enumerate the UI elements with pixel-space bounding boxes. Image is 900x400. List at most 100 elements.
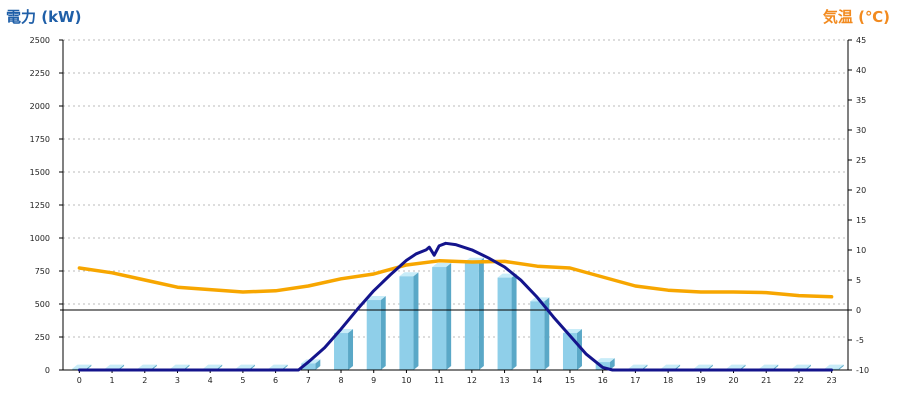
left-tick-label: 1250	[30, 201, 50, 210]
right-tick-label: 25	[856, 156, 866, 165]
bar-side	[348, 329, 354, 370]
line-series	[77, 241, 834, 372]
bar-top	[661, 364, 681, 369]
bar-side	[478, 257, 484, 370]
left-tick-label: 250	[35, 333, 50, 342]
grid-lines	[63, 39, 848, 338]
x-tick-label: 16	[598, 376, 608, 385]
left-tick-label: 0	[45, 366, 50, 375]
bar-top	[235, 364, 255, 369]
bar-top	[366, 296, 386, 301]
left-tick-label: 2500	[30, 36, 50, 45]
right-tick-label: 10	[856, 246, 866, 255]
right-tick-label: 20	[856, 186, 866, 195]
bar-front	[399, 276, 414, 370]
x-tick-label: 14	[532, 376, 542, 385]
bar-top	[824, 364, 844, 369]
bar-series	[72, 257, 844, 370]
right-tick-label: 30	[856, 126, 866, 135]
x-tick-label: 9	[371, 376, 376, 385]
right-tick-label: 40	[856, 66, 866, 75]
bar-side	[380, 296, 386, 370]
bar-top	[137, 364, 157, 369]
x-tick-label: 20	[728, 376, 738, 385]
bar-top	[693, 364, 713, 369]
bar-top	[432, 263, 452, 268]
x-tick-label: 19	[696, 376, 706, 385]
bar-9	[366, 296, 386, 370]
bar-front	[464, 261, 479, 370]
bar-top	[628, 364, 648, 369]
bar-front	[432, 267, 447, 370]
bar-front	[366, 300, 381, 370]
x-tick-label: 7	[306, 376, 311, 385]
right-tick-label: 15	[856, 216, 866, 225]
bar-top	[595, 358, 615, 363]
x-tick-label: 0	[77, 376, 82, 385]
bar-top	[791, 364, 811, 369]
x-tick-label: 15	[565, 376, 575, 385]
x-tick-label: 22	[794, 376, 804, 385]
right-tick-label: -5	[856, 336, 864, 345]
bar-top	[399, 272, 419, 277]
x-tick-label: 5	[240, 376, 245, 385]
bar-top	[203, 364, 223, 369]
bar-11	[432, 263, 452, 370]
left-tick-label: 2250	[30, 69, 50, 78]
x-tick-label: 3	[175, 376, 180, 385]
bar-top	[170, 364, 190, 369]
right-axis-title: 気温 (℃)	[822, 8, 890, 26]
right-tick-label: -10	[856, 366, 869, 375]
bar-front	[334, 333, 349, 370]
bar-12	[464, 257, 484, 370]
x-tick-label: 21	[761, 376, 771, 385]
x-tick-label: 6	[273, 376, 278, 385]
left-tick-label: 1500	[30, 168, 50, 177]
bar-top	[268, 364, 288, 369]
x-tick-label: 8	[338, 376, 343, 385]
x-tick-label: 11	[434, 376, 444, 385]
x-tick-label: 18	[663, 376, 673, 385]
bar-side	[838, 364, 844, 370]
bar-side	[576, 329, 582, 370]
x-tick-label: 4	[208, 376, 213, 385]
bar-side	[446, 263, 452, 370]
bar-front	[301, 363, 316, 370]
x-tick-label: 1	[110, 376, 115, 385]
x-tick-label: 12	[467, 376, 477, 385]
bar-side	[315, 359, 321, 370]
tick-labels: 02505007501000125015001750200022502500-1…	[30, 36, 869, 385]
left-tick-label: 2000	[30, 102, 50, 111]
x-tick-label: 13	[499, 376, 509, 385]
bar-top	[72, 364, 92, 369]
bar-side	[413, 272, 419, 370]
bar-13	[497, 273, 517, 370]
x-tick-label: 10	[401, 376, 411, 385]
bar-side	[609, 358, 615, 370]
bar-14	[530, 297, 550, 370]
bar-side	[511, 273, 517, 370]
bar-top	[726, 364, 746, 369]
axes	[59, 39, 852, 373]
bar-top	[105, 364, 125, 369]
right-tick-label: 5	[856, 276, 861, 285]
bar-front	[530, 301, 545, 370]
right-tick-label: 0	[856, 306, 861, 315]
x-tick-label: 23	[827, 376, 837, 385]
left-tick-label: 1750	[30, 135, 50, 144]
bar-15	[562, 329, 582, 370]
bar-front	[562, 333, 577, 370]
right-tick-label: 35	[856, 96, 866, 105]
left-axis-title: 電力 (kW)	[6, 8, 82, 26]
left-tick-label: 750	[35, 267, 50, 276]
bar-10	[399, 272, 419, 370]
temperature-line	[77, 259, 834, 299]
bar-front	[497, 277, 512, 370]
left-tick-label: 500	[35, 300, 50, 309]
right-tick-label: 45	[856, 36, 866, 45]
x-tick-label: 2	[142, 376, 147, 385]
bar-top	[759, 364, 779, 369]
left-tick-label: 1000	[30, 234, 50, 243]
x-tick-label: 17	[630, 376, 640, 385]
